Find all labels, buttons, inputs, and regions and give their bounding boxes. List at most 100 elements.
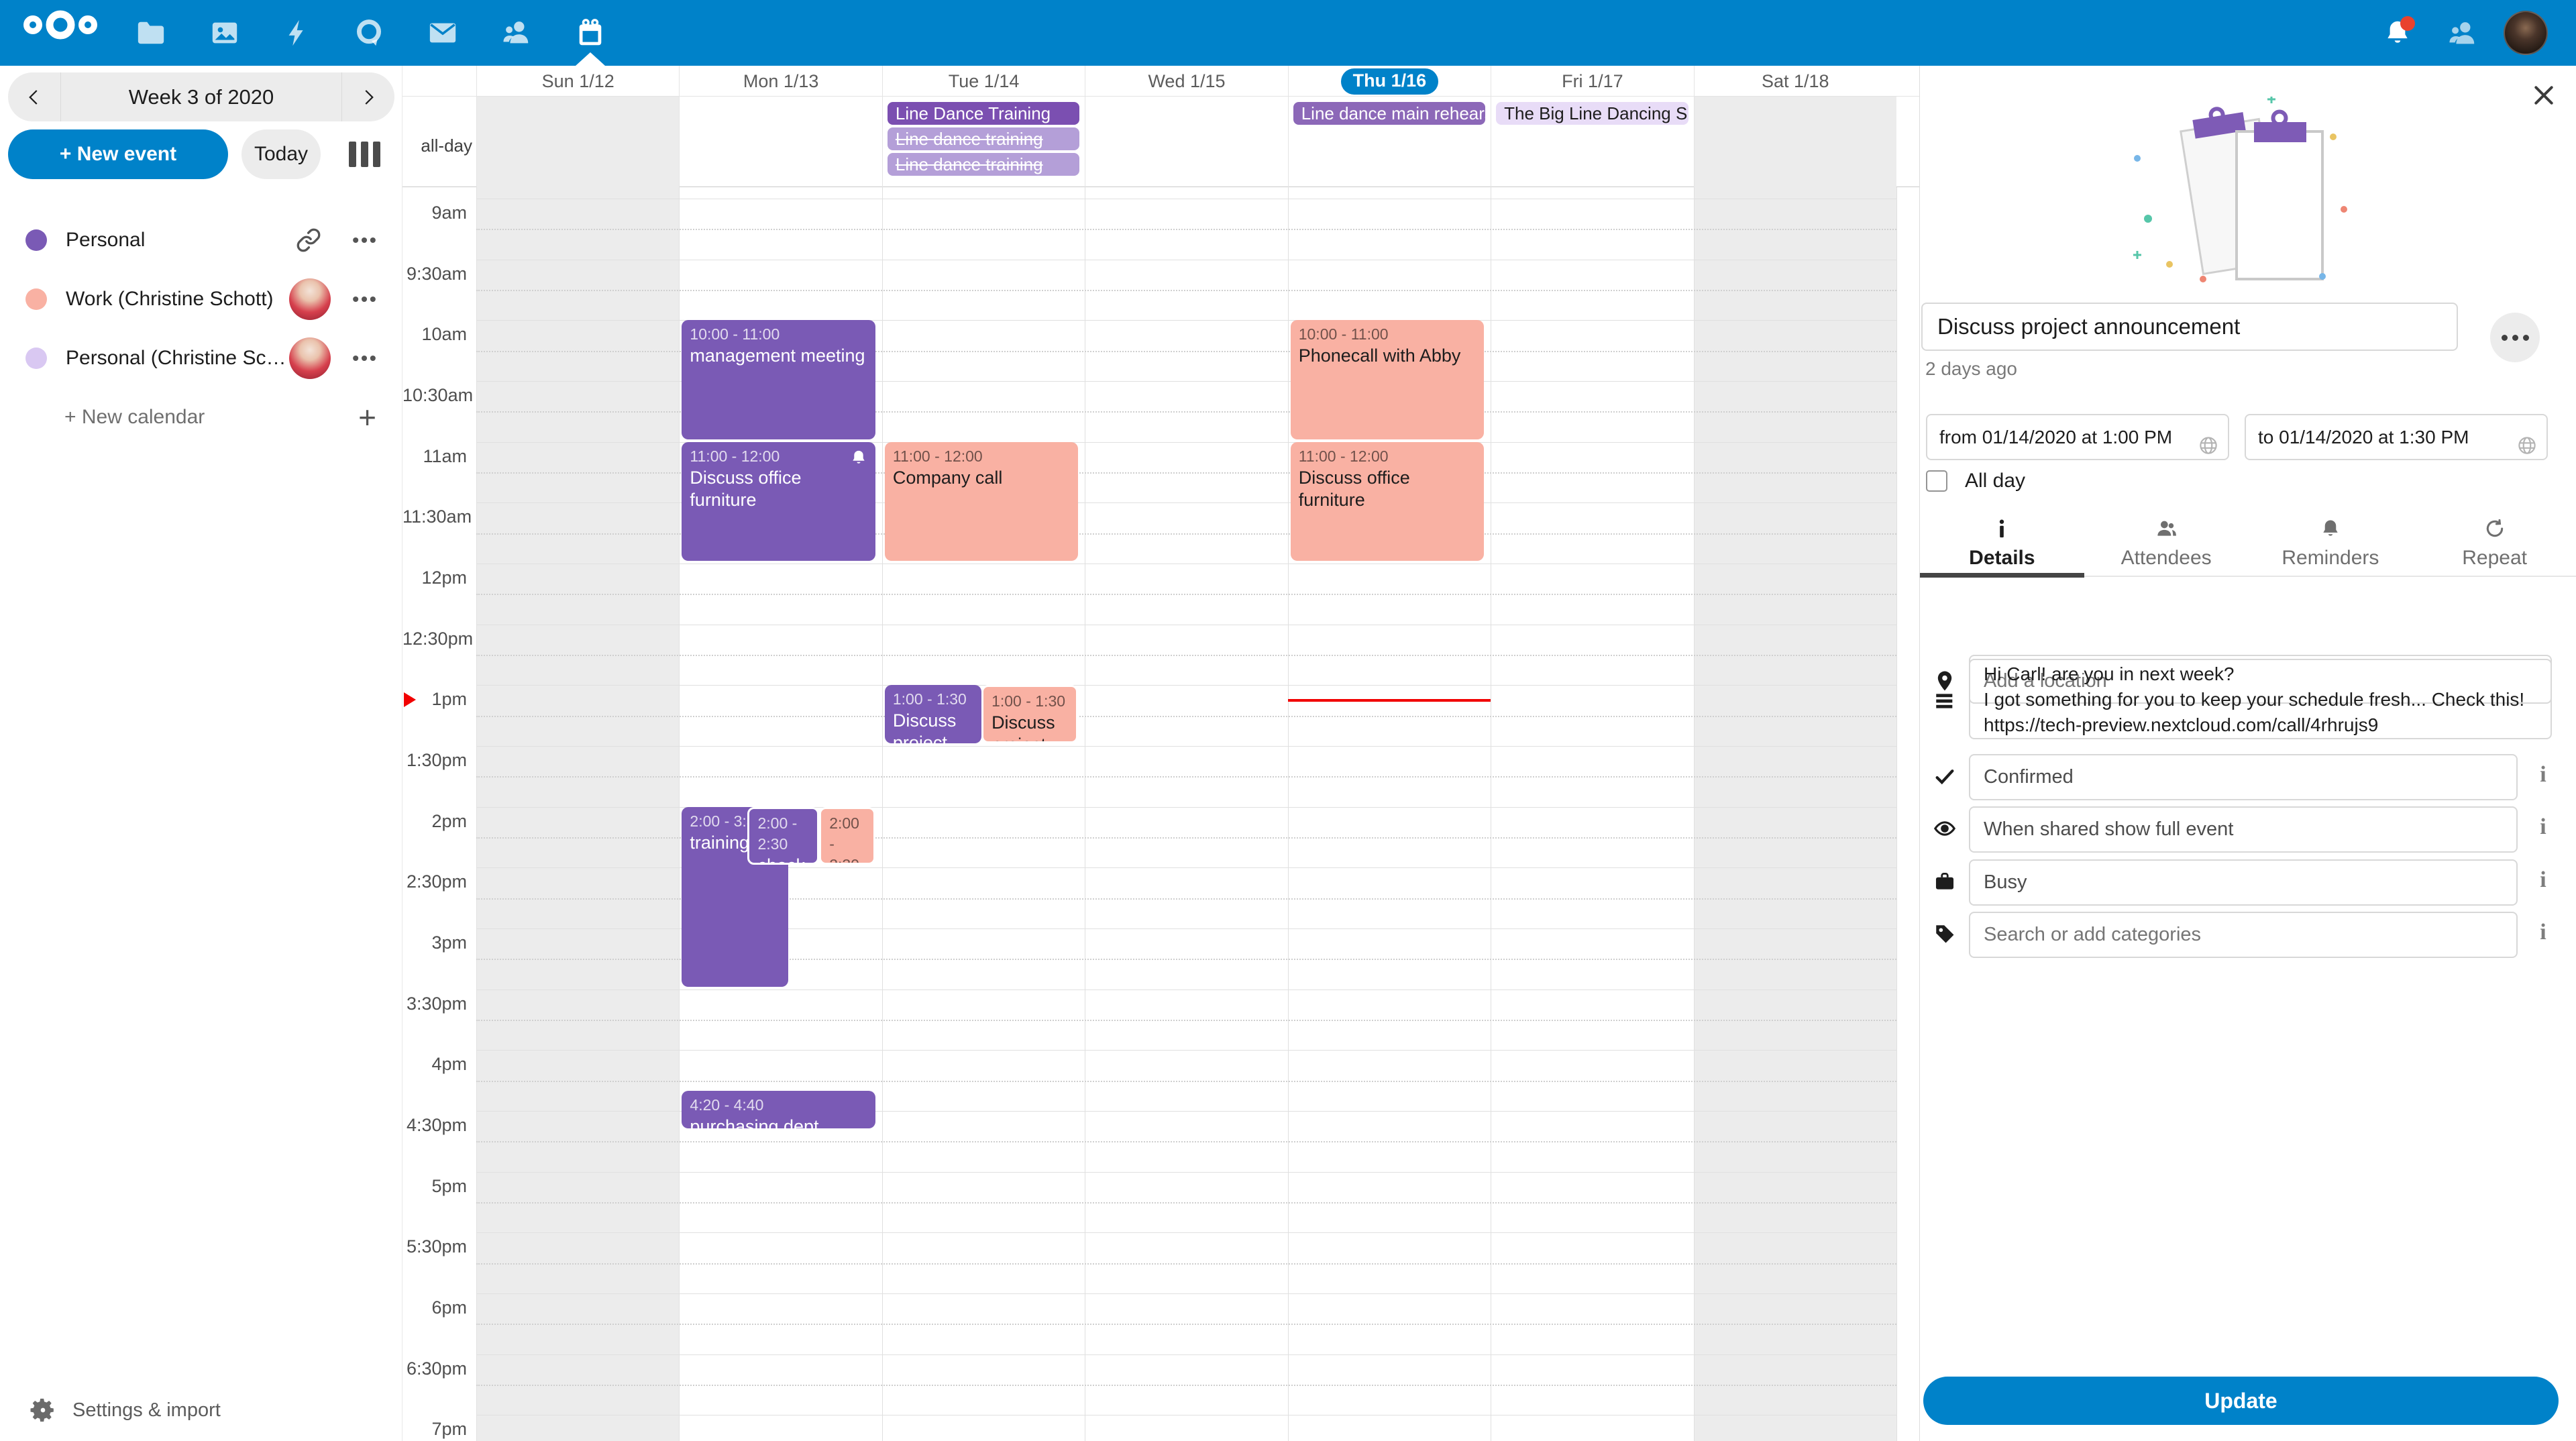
event-title: training (690, 832, 749, 853)
hour-line (476, 745, 1896, 747)
calendar-list-item[interactable]: Personal (Christine Schott) (0, 329, 402, 388)
day-header[interactable]: Sat 1/18 (1693, 66, 1896, 97)
mail-icon[interactable] (427, 17, 458, 48)
allday-cell[interactable] (476, 97, 680, 187)
allday-checkbox-row[interactable]: All day (1926, 470, 2025, 492)
new-calendar-button[interactable]: + New calendar + (0, 388, 402, 447)
info-icon[interactable]: i (2540, 920, 2546, 945)
calendar-name: Personal (Christine Schott) (66, 347, 287, 369)
allday-cell[interactable] (679, 97, 881, 187)
plus-icon[interactable]: + (358, 400, 376, 435)
tab-attendees[interactable]: Attendees (2084, 514, 2249, 577)
day-header[interactable]: Tue 1/14 (881, 66, 1085, 97)
event-start-input[interactable]: from 01/14/2020 at 1:00 PM (1926, 414, 2229, 460)
time-label: 4pm (431, 1054, 467, 1075)
calendar-event[interactable]: 10:00 - 11:00 management meeting (682, 320, 875, 439)
next-week-button[interactable] (342, 72, 394, 121)
event-time: 11:00 - 12:00 (892, 447, 983, 465)
calendar-event[interactable]: 2:00 - 2:30check-in (747, 806, 820, 865)
close-icon[interactable] (2530, 82, 2557, 109)
calendar-event[interactable]: 11:00 - 12:00 Discuss office furniture (682, 441, 875, 561)
tab-details[interactable]: Details (1920, 514, 2084, 577)
check-icon (1933, 765, 1956, 788)
gear-icon (30, 1398, 54, 1422)
quarter-line (476, 715, 1896, 717)
allday-cell[interactable] (1287, 97, 1491, 187)
hour-line (476, 806, 1896, 808)
activity-icon[interactable] (282, 17, 313, 48)
tab-repeat[interactable]: Repeat (2412, 514, 2576, 577)
new-event-button[interactable]: + New event (8, 129, 228, 179)
calendar-event[interactable]: 2:00 - 2:30check-in (819, 806, 875, 865)
calendar-name: Work (Christine Schott) (66, 288, 274, 310)
user-avatar[interactable] (2504, 11, 2548, 55)
event-more-menu-button[interactable] (2490, 313, 2540, 362)
calendar-event[interactable]: 4:20 - 4:40 purchasing dept (682, 1090, 875, 1129)
calendar-list-item[interactable]: Personal (0, 211, 402, 270)
event-end-input[interactable]: to 01/14/2020 at 1:30 PM (2245, 414, 2548, 460)
allday-cell[interactable] (1491, 97, 1693, 187)
nextcloud-logo-icon[interactable] (17, 9, 103, 57)
quarter-line (476, 1384, 1896, 1386)
info-icon[interactable]: i (2540, 814, 2546, 839)
tab-reminders[interactable]: Reminders (2249, 514, 2413, 577)
view-toggle-icon[interactable] (349, 142, 380, 167)
event-time: 10:00 - 11:00 (690, 325, 780, 343)
allday-event[interactable]: Line dance training (887, 153, 1080, 176)
info-icon[interactable]: i (2540, 762, 2546, 787)
location-input[interactable] (1969, 659, 2552, 704)
time-label: 9:30am (406, 263, 467, 284)
quarter-line (476, 776, 1896, 778)
calendar-more-icon[interactable] (350, 225, 379, 255)
day-header[interactable]: Fri 1/17 (1491, 66, 1693, 97)
allday-cell[interactable] (1693, 97, 1896, 187)
contacts-menu-icon[interactable] (2447, 18, 2478, 49)
quarter-line (476, 1141, 1896, 1143)
field-eye[interactable]: When shared show full event (1969, 806, 2518, 853)
day-header[interactable]: Thu 1/16 (1287, 66, 1491, 97)
event-title-input[interactable] (1921, 303, 2458, 351)
allday-checkbox[interactable] (1926, 470, 1947, 492)
calendar-more-icon[interactable] (350, 284, 379, 314)
allday-event[interactable]: Line dance main rehearsal (1293, 102, 1486, 125)
field-tag[interactable]: Search or add categories (1969, 912, 2518, 958)
allday-event[interactable]: Line dance training (887, 127, 1080, 150)
contacts-icon[interactable] (501, 17, 532, 48)
bell-icon (2320, 518, 2341, 539)
settings-import-button[interactable]: Settings & import (30, 1397, 221, 1424)
event-time: 1:00 - 1:30 (892, 690, 967, 708)
update-button[interactable]: Update (1923, 1377, 2559, 1425)
calendar-icon[interactable] (575, 17, 606, 48)
calendar-event[interactable]: 1:00 - 1:30 Discuss project announcement (884, 685, 982, 743)
event-title: Company call (892, 467, 1003, 488)
today-button[interactable]: Today (241, 129, 321, 179)
allday-event[interactable]: Line Dance Training (887, 102, 1080, 125)
reminder-bell-icon (850, 449, 867, 466)
field-briefcase[interactable]: Busy (1969, 859, 2518, 906)
calendar-more-icon[interactable] (350, 343, 379, 373)
calendar-event[interactable]: 11:00 - 12:00 Company call (884, 441, 1079, 561)
allday-event[interactable]: The Big Line Dancing Show (1496, 102, 1688, 125)
week-label[interactable]: Week 3 of 2020 (60, 72, 342, 121)
field-check[interactable]: Confirmed (1969, 754, 2518, 800)
day-header[interactable]: Sun 1/12 (476, 66, 679, 97)
allday-cell[interactable] (881, 97, 1085, 187)
quarter-line (476, 837, 1896, 839)
calendar-event[interactable]: 1:00 - 1:30 Discuss project (981, 685, 1079, 743)
today-pill: Thu 1/16 (1340, 68, 1439, 95)
timezone-globe-icon[interactable] (2517, 427, 2537, 454)
talk-icon[interactable] (354, 17, 384, 48)
calendar-list-item[interactable]: Work (Christine Schott) (0, 270, 402, 329)
share-link-icon[interactable] (296, 227, 321, 253)
calendar-event[interactable]: 11:00 - 12:00 Discuss office furniture (1290, 441, 1485, 561)
previous-week-button[interactable] (8, 72, 60, 121)
timezone-globe-icon[interactable] (2198, 427, 2218, 454)
calendar-event[interactable]: 10:00 - 11:00 Phonecall with Abby (1290, 320, 1485, 439)
day-header[interactable]: Mon 1/13 (679, 66, 881, 97)
info-icon[interactable]: i (2540, 867, 2546, 892)
allday-cell[interactable] (1085, 97, 1287, 187)
photos-icon[interactable] (209, 17, 240, 48)
description-textarea[interactable]: Hi Carl! are you in next week? I got som… (1969, 655, 2552, 739)
files-icon[interactable] (136, 17, 166, 48)
day-header[interactable]: Wed 1/15 (1085, 66, 1287, 97)
